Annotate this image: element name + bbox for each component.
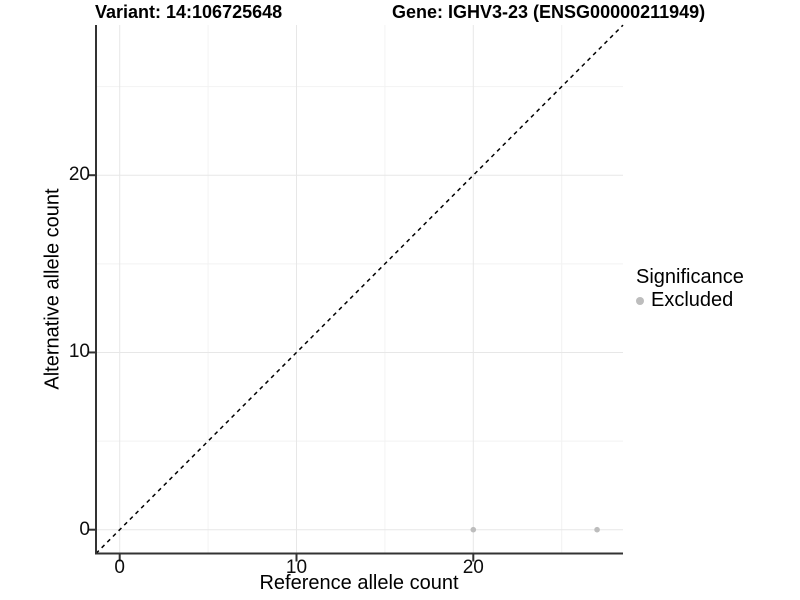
y-tick-label: 20	[68, 164, 90, 186]
x-axis-title: Reference allele count	[259, 572, 459, 594]
legend-entry-label: Excluded	[651, 289, 734, 311]
legend-title: Significance	[636, 266, 744, 288]
data-point	[594, 526, 600, 533]
y-tick-label: 0	[79, 518, 90, 540]
plot-title-variant: Variant: 14:106725648	[95, 2, 283, 22]
identity-dashed-line	[95, 24, 624, 554]
x-tick-label: 0	[114, 557, 125, 578]
x-tick-label: 20	[462, 557, 484, 578]
legend-point-icon	[636, 296, 644, 305]
legend: Significance Excluded	[636, 266, 744, 312]
plot-title-gene: Gene: IGHV3-23 (ENSG00000211949)	[392, 2, 706, 22]
x-tick-label: 10	[285, 557, 308, 578]
legend-entry-excluded: Excluded	[636, 289, 744, 312]
y-tick-label: 10	[68, 341, 90, 363]
y-axis-title: Alternative allele count	[41, 188, 64, 390]
data-point	[470, 526, 477, 533]
